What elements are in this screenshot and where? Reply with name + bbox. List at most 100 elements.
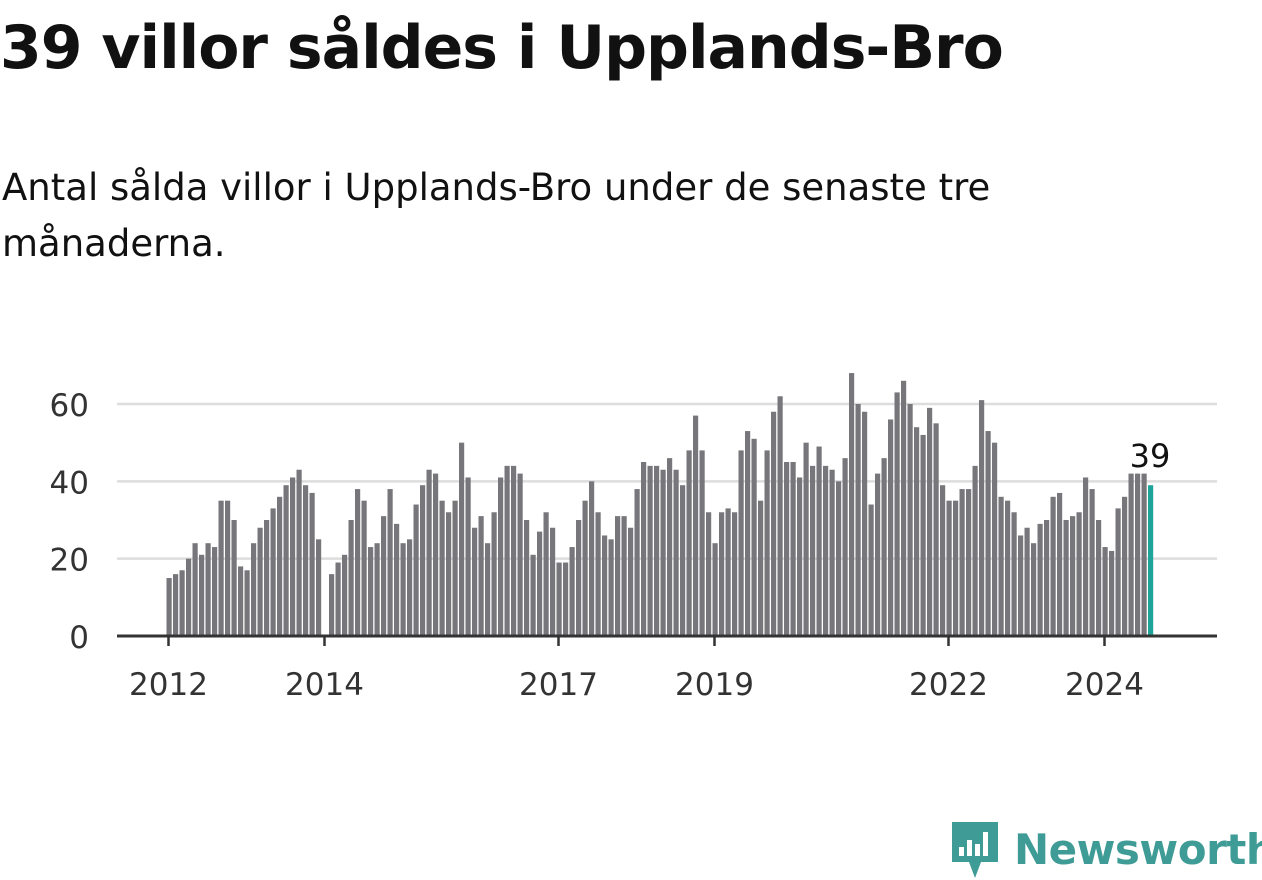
bar <box>771 411 777 636</box>
bar <box>1018 535 1024 636</box>
bar <box>1128 473 1134 636</box>
bar <box>296 469 302 636</box>
bar <box>725 508 731 636</box>
bar <box>647 465 653 636</box>
bar <box>907 404 913 636</box>
bar <box>309 492 315 636</box>
bar <box>914 427 920 636</box>
bar-highlight <box>1148 485 1154 636</box>
bar <box>556 562 562 636</box>
x-tick-label: 2022 <box>909 667 988 703</box>
bar <box>751 438 757 636</box>
bar <box>738 450 744 636</box>
chart-title: 39 villor såldes i Upplands-Bro <box>0 13 1004 83</box>
bar <box>615 516 621 636</box>
bar <box>953 500 959 636</box>
bar <box>699 450 705 636</box>
bar <box>283 485 289 636</box>
y-tick-label: 20 <box>50 543 89 579</box>
bar <box>816 446 822 636</box>
bar <box>1031 543 1037 636</box>
bar <box>803 442 809 636</box>
bar <box>940 485 946 636</box>
bar <box>764 450 770 636</box>
bar <box>1011 512 1017 636</box>
bar <box>478 516 484 636</box>
bar <box>933 423 939 636</box>
bar <box>959 489 965 636</box>
bar <box>894 392 900 636</box>
bar <box>881 458 887 636</box>
bar <box>1122 496 1128 636</box>
x-tick-label: 2012 <box>129 667 208 703</box>
bar <box>855 404 861 636</box>
bar <box>1109 550 1115 636</box>
bar <box>569 547 575 636</box>
bar <box>836 481 842 636</box>
y-tick-label: 60 <box>50 388 89 424</box>
bar <box>719 512 725 636</box>
bar <box>413 504 419 636</box>
bar <box>998 496 1004 636</box>
bar <box>400 543 406 636</box>
bar <box>732 512 738 636</box>
bar <box>374 543 380 636</box>
bar <box>1005 500 1011 636</box>
bar <box>602 535 608 636</box>
bar <box>348 520 354 636</box>
bar <box>712 543 718 636</box>
bar <box>972 465 978 636</box>
bar <box>530 554 536 636</box>
bar <box>199 554 205 636</box>
bar <box>368 547 374 636</box>
bar <box>537 531 543 636</box>
bar <box>589 481 595 636</box>
bar <box>868 504 874 636</box>
bar <box>621 516 627 636</box>
newsworthy-brand[interactable]: Newsworthy <box>950 818 1262 880</box>
bar <box>829 469 835 636</box>
bar <box>446 512 452 636</box>
bar <box>192 543 198 636</box>
bar <box>810 465 816 636</box>
bar <box>290 477 296 636</box>
bar <box>1115 508 1121 636</box>
bar <box>491 512 497 636</box>
bar <box>1063 520 1069 636</box>
bar <box>706 512 712 636</box>
bar <box>1024 527 1030 636</box>
bar <box>452 500 458 636</box>
bar <box>335 562 341 636</box>
bar <box>1102 547 1108 636</box>
bar <box>797 477 803 636</box>
bar <box>849 373 855 636</box>
bar <box>329 574 335 636</box>
bar <box>459 442 465 636</box>
bar <box>576 520 582 636</box>
bar <box>927 407 933 636</box>
bar <box>784 462 790 636</box>
y-tick-label: 40 <box>50 465 89 501</box>
x-tick-label: 2017 <box>519 667 598 703</box>
bar <box>1089 489 1095 636</box>
bar <box>745 431 751 636</box>
bar <box>218 500 224 636</box>
bar <box>582 500 588 636</box>
bar <box>238 566 244 636</box>
bar <box>394 523 400 636</box>
bar <box>693 415 699 636</box>
bar <box>504 465 510 636</box>
bar <box>179 570 185 636</box>
x-tick-label: 2019 <box>675 667 754 703</box>
bar <box>875 473 881 636</box>
bar <box>777 396 783 636</box>
bar <box>511 465 517 636</box>
bar <box>407 539 413 636</box>
highlight-value-label: 39 <box>1130 437 1171 475</box>
bar <box>823 465 829 636</box>
bar <box>673 469 679 636</box>
bar <box>946 500 952 636</box>
bar <box>1044 520 1050 636</box>
bar <box>654 465 660 636</box>
bar <box>257 527 263 636</box>
